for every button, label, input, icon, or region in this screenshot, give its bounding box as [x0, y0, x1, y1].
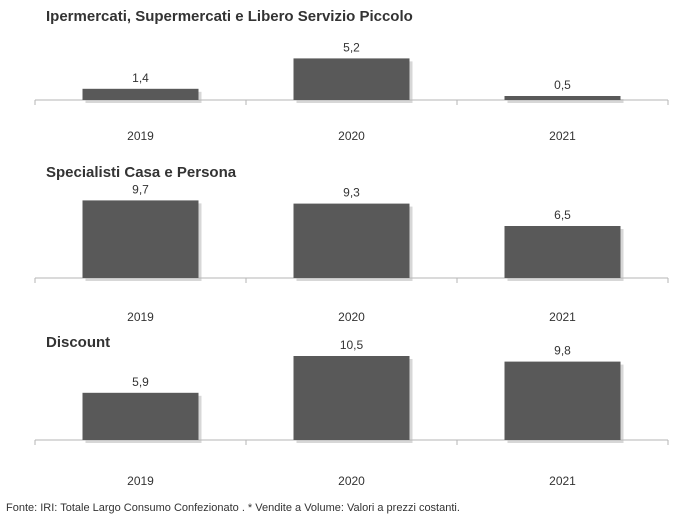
- data-label-2020: 9,3: [343, 186, 360, 200]
- x-tick-label-2021: 2021: [549, 129, 576, 143]
- source-footnote: Fonte: IRI: Totale Largo Consumo Confezi…: [6, 502, 460, 514]
- bar-2019: [82, 392, 199, 440]
- x-tick-label-2020: 2020: [338, 474, 365, 488]
- x-tick-label-2021: 2021: [549, 474, 576, 488]
- bar-2020: [293, 58, 410, 100]
- x-tick-label-2019: 2019: [127, 129, 154, 143]
- data-label-2021: 0,5: [554, 78, 571, 92]
- x-tick-label-2020: 2020: [338, 310, 365, 324]
- bar-2020: [293, 356, 410, 440]
- x-tick-label-2019: 2019: [127, 310, 154, 324]
- data-label-2021: 9,8: [554, 344, 571, 358]
- bar-2021: [504, 96, 621, 100]
- bar-shadow: [507, 99, 624, 103]
- bar-2021: [504, 361, 621, 440]
- bar-2019: [82, 88, 199, 100]
- chart-title: Ipermercati, Supermercati e Libero Servi…: [46, 8, 413, 25]
- bar-chart-discount: 5,9 2019 10,5 2020 9,8 2021: [34, 338, 669, 488]
- data-label-2019: 9,7: [132, 182, 149, 196]
- bar-2019: [82, 200, 199, 278]
- data-label-2019: 1,4: [132, 71, 149, 85]
- x-tick-label-2020: 2020: [338, 129, 365, 143]
- chart-title: Discount: [46, 334, 111, 351]
- x-tick-label-2021: 2021: [549, 310, 576, 324]
- data-label-2020: 5,2: [343, 40, 360, 54]
- data-label-2020: 10,5: [340, 338, 364, 352]
- x-tick-label-2019: 2019: [127, 474, 154, 488]
- data-label-2019: 5,9: [132, 375, 149, 389]
- bar-chart-specialisti: 9,7 2019 9,3 2020 6,5 2021: [34, 182, 669, 324]
- bar-2020: [293, 203, 410, 278]
- bar-chart-ipermercati: 1,4 2019 5,2 2020 0,5 2021: [34, 40, 669, 143]
- bar-2021: [504, 226, 621, 278]
- data-label-2021: 6,5: [554, 208, 571, 222]
- chart-title: Specialisti Casa e Persona: [46, 164, 237, 181]
